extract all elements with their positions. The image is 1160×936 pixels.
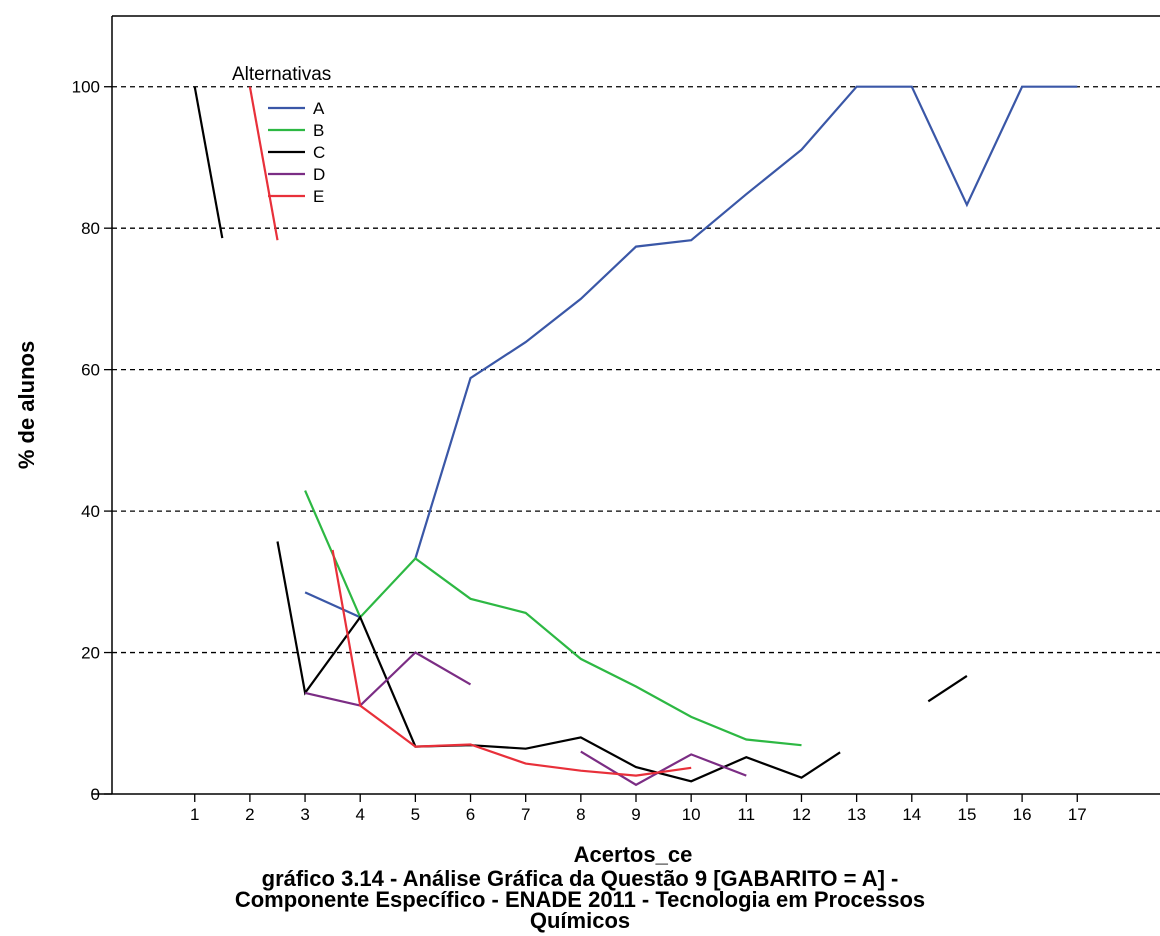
x-tick-label-6: 6 — [466, 805, 475, 824]
series-C-segment-1 — [193, 86, 224, 239]
legend-label-B: B — [313, 121, 324, 140]
y-tick-label-20: 20 — [81, 644, 100, 663]
series-E-segment-1 — [248, 86, 279, 241]
x-tick-label-5: 5 — [411, 805, 420, 824]
x-axis-label: Acertos_ce — [574, 842, 693, 867]
legend-label-A: A — [313, 99, 325, 118]
x-tick-label-12: 12 — [792, 805, 811, 824]
y-tick-label-60: 60 — [81, 361, 100, 380]
y-tick-label-100: 100 — [72, 78, 100, 97]
x-tick-label-14: 14 — [902, 805, 921, 824]
series-B-segment-1 — [304, 490, 802, 747]
series-A-segment-1 — [304, 591, 361, 619]
series-D-segment-1 — [304, 651, 472, 707]
figure-caption: gráfico 3.14 - Análise Gráfica da Questã… — [0, 866, 1160, 933]
series-C-segment-2 — [276, 541, 841, 783]
x-tick-label-8: 8 — [576, 805, 585, 824]
series-C-segment-3 — [927, 674, 968, 703]
legend-label-D: D — [313, 165, 325, 184]
y-tick-label-0: 0 — [91, 785, 100, 804]
x-tick-label-17: 17 — [1068, 805, 1087, 824]
x-tick-label-1: 1 — [190, 805, 199, 824]
x-tick-label-2: 2 — [245, 805, 254, 824]
series-lines — [193, 85, 1078, 787]
x-tick-label-4: 4 — [355, 805, 364, 824]
x-tick-label-10: 10 — [682, 805, 701, 824]
x-tick-label-9: 9 — [631, 805, 640, 824]
legend-label-C: C — [313, 143, 325, 162]
caption-line-1: gráfico 3.14 - Análise Gráfica da Questã… — [261, 866, 899, 891]
x-tick-label-3: 3 — [300, 805, 309, 824]
y-axis-label: % de alunos — [14, 341, 39, 469]
x-tick-label-11: 11 — [737, 805, 755, 824]
series-E-segment-2 — [331, 549, 692, 777]
caption-line-3: Químicos — [529, 908, 631, 933]
axes — [92, 15, 1160, 802]
caption-line-2: Componente Específico - ENADE 2011 - Tec… — [234, 887, 926, 912]
legend-title: Alternativas — [232, 64, 331, 85]
series-A-segment-2 — [414, 85, 1078, 559]
x-tick-label-16: 16 — [1013, 805, 1032, 824]
y-tick-label-80: 80 — [81, 219, 100, 238]
gridlines — [112, 86, 1160, 654]
series-D-segment-2 — [580, 750, 747, 787]
x-tick-label-7: 7 — [521, 805, 530, 824]
x-tick-label-13: 13 — [847, 805, 866, 824]
legend-label-E: E — [313, 187, 324, 206]
y-tick-label-40: 40 — [81, 502, 100, 521]
x-tick-label-15: 15 — [957, 805, 976, 824]
